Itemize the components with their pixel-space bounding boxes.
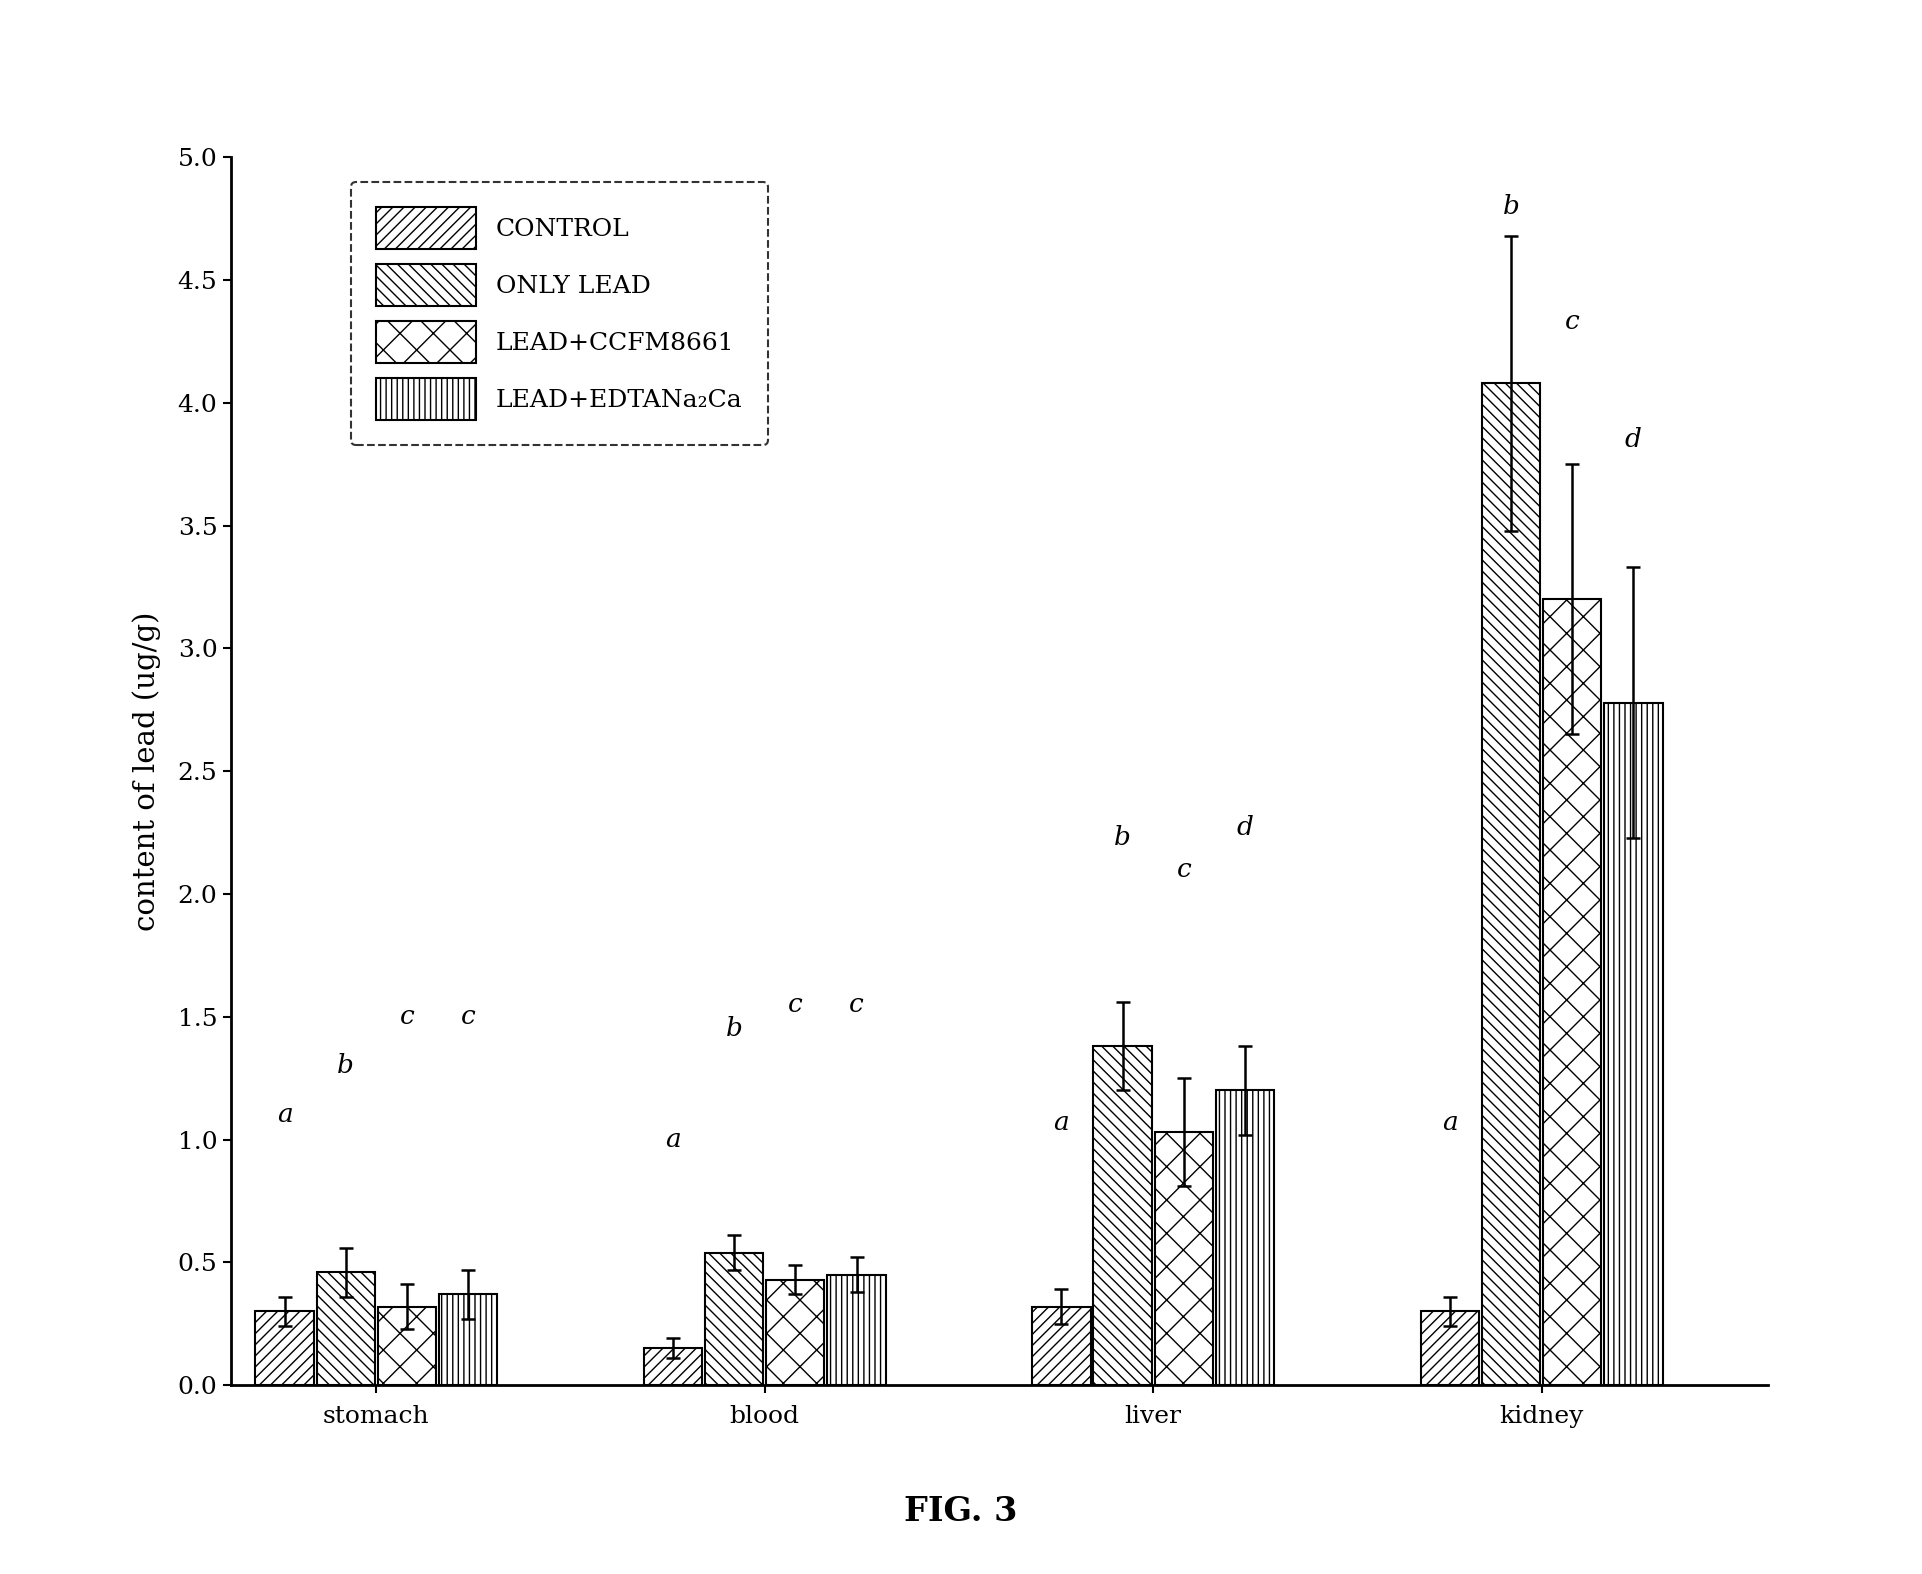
Text: a: a (1053, 1110, 1069, 1135)
Text: a: a (1442, 1110, 1457, 1135)
Bar (1217, 1091, 1274, 1385)
Text: c: c (1176, 856, 1192, 881)
Text: a: a (665, 1127, 680, 1152)
Bar (1032, 1306, 1090, 1385)
Bar (705, 1253, 763, 1385)
Text: b: b (1115, 825, 1130, 850)
Bar (1420, 1311, 1480, 1385)
Bar (1543, 600, 1601, 1385)
Bar (317, 1272, 375, 1385)
Bar (644, 1349, 702, 1385)
Bar (1605, 702, 1663, 1385)
Bar (826, 1275, 886, 1385)
Text: b: b (727, 1017, 742, 1042)
Text: c: c (461, 1004, 475, 1029)
Text: c: c (850, 992, 863, 1017)
Text: d: d (1624, 427, 1641, 452)
Text: b: b (1503, 194, 1520, 219)
Text: FIG. 3: FIG. 3 (905, 1495, 1017, 1527)
Bar (438, 1294, 498, 1385)
Bar (1155, 1132, 1213, 1385)
Legend: CONTROL, ONLY LEAD, LEAD+CCFM8661, LEAD+EDTANa₂Ca: CONTROL, ONLY LEAD, LEAD+CCFM8661, LEAD+… (352, 183, 767, 445)
Text: a: a (277, 1102, 292, 1127)
Text: c: c (400, 1004, 415, 1029)
Text: d: d (1236, 815, 1253, 841)
Bar (379, 1306, 436, 1385)
Text: c: c (788, 992, 803, 1017)
Y-axis label: content of lead (ug/g): content of lead (ug/g) (133, 612, 161, 930)
Bar (1094, 1047, 1151, 1385)
Bar (256, 1311, 313, 1385)
Bar (767, 1280, 825, 1385)
Text: b: b (336, 1053, 354, 1078)
Text: c: c (1565, 309, 1580, 334)
Bar (1482, 384, 1540, 1385)
